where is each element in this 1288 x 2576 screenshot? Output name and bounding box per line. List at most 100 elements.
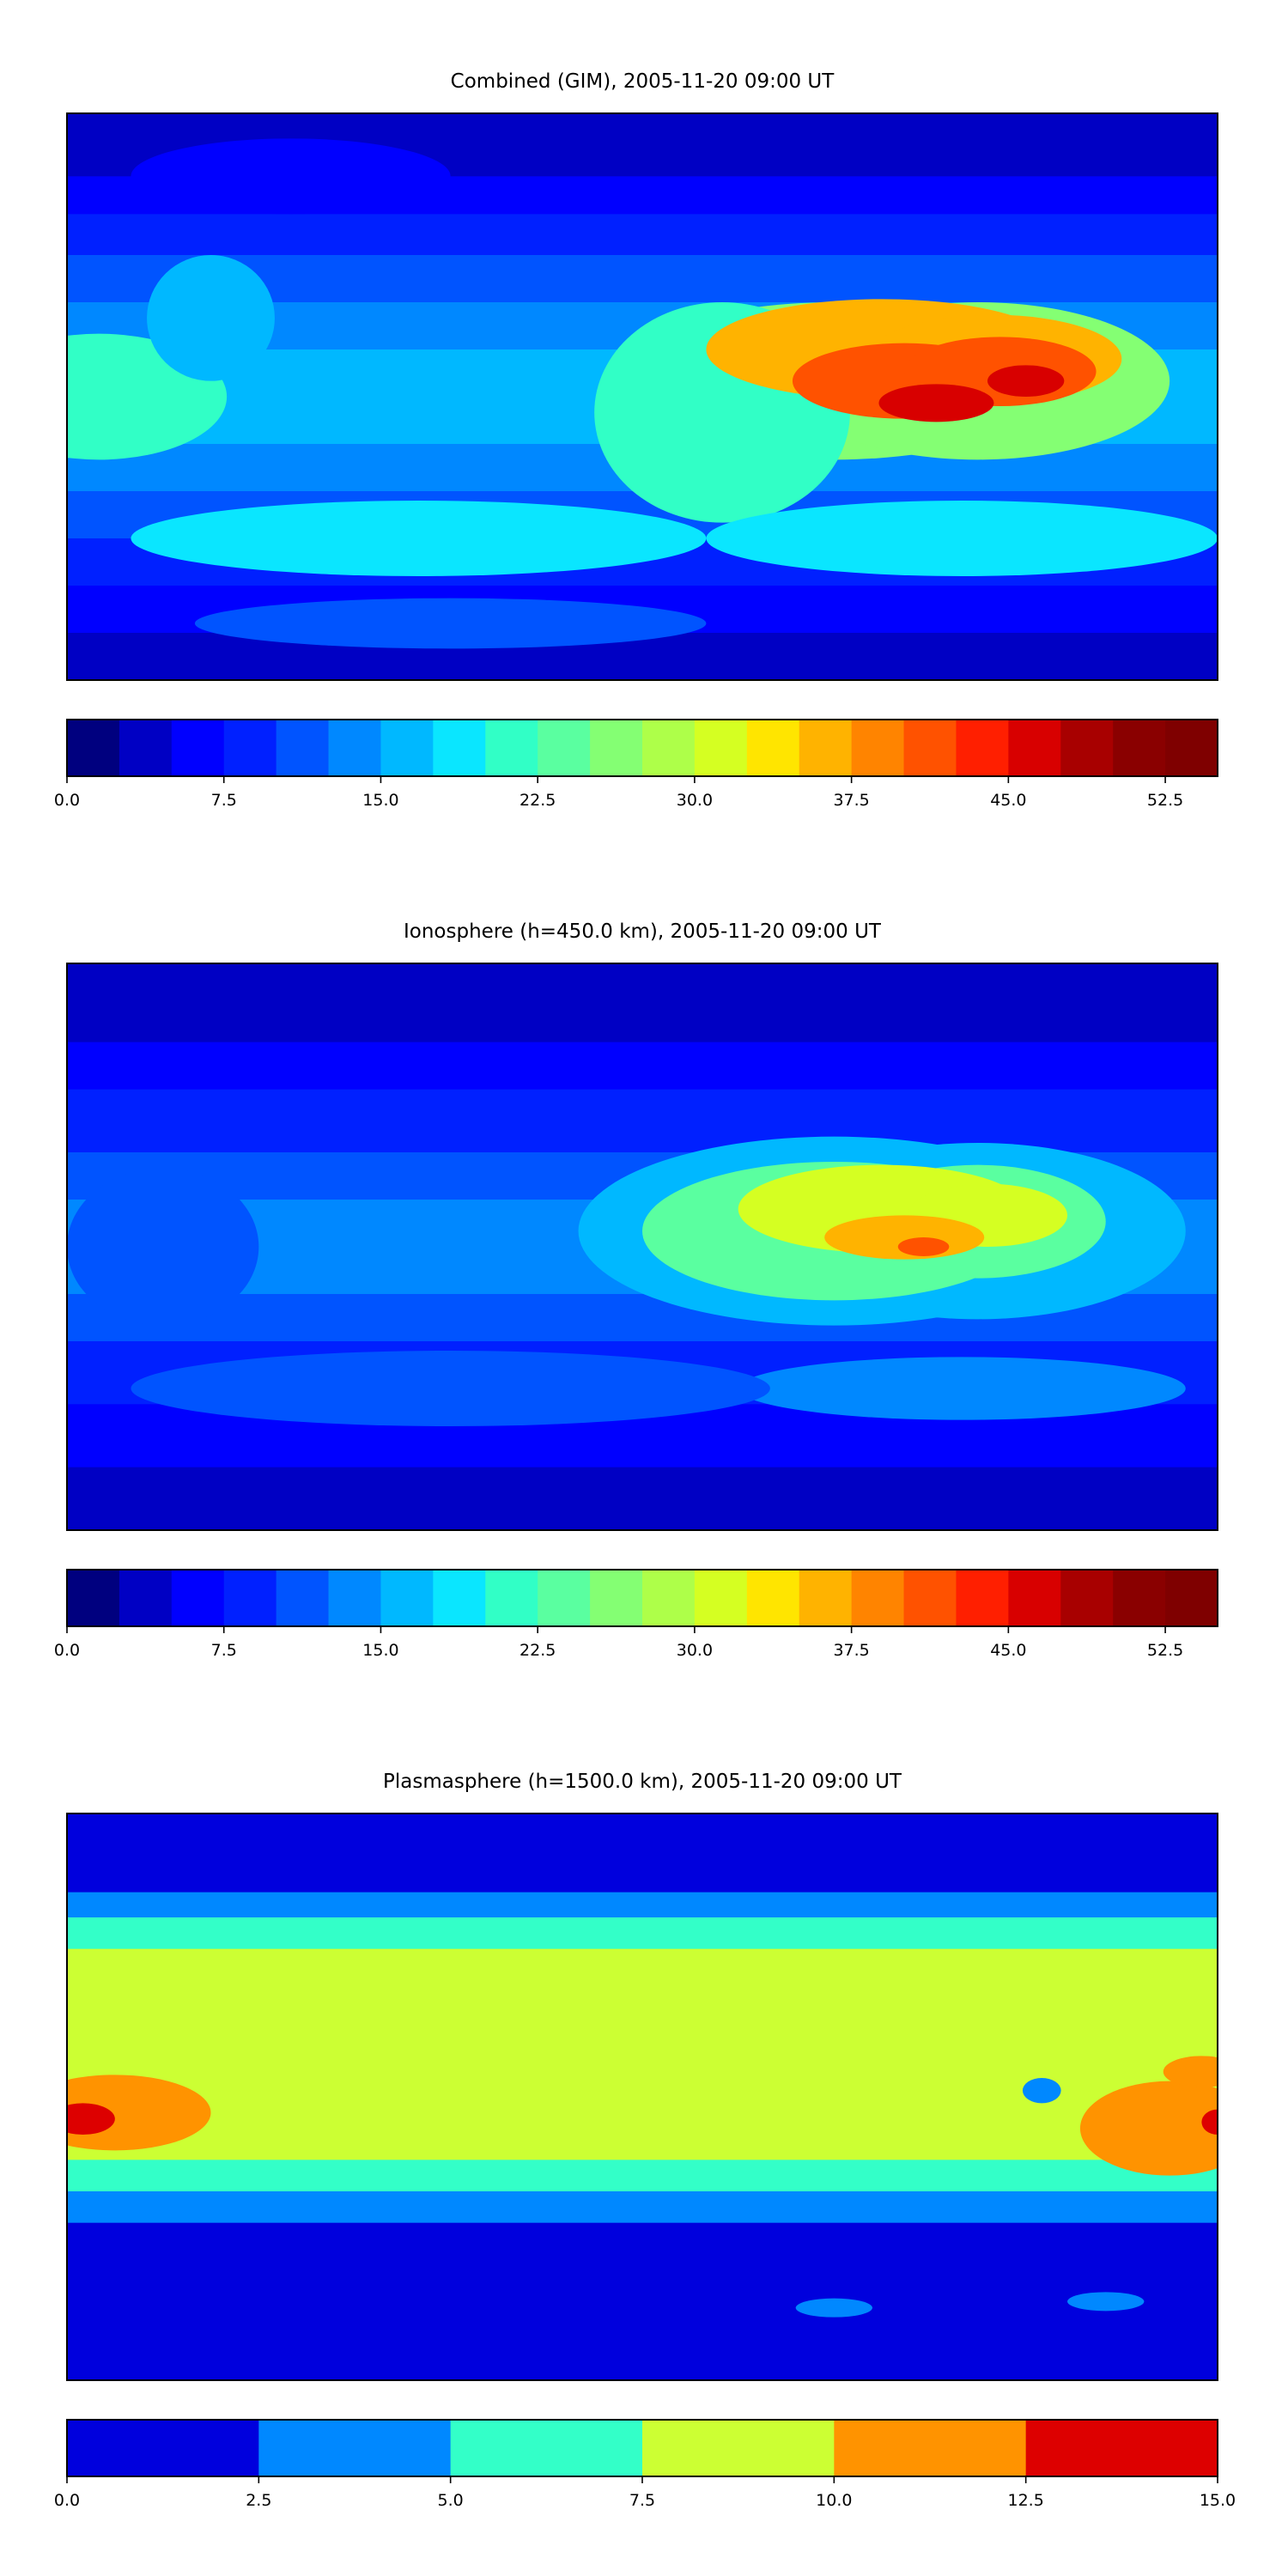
colorbar-segment — [67, 1570, 120, 1626]
colorbar-tick-label: 37.5 — [833, 1641, 869, 1660]
colorbar-tick-label: 15.0 — [1200, 2491, 1236, 2510]
colorbar-tick-label: 7.5 — [211, 791, 237, 810]
colorbar-ionosphere — [67, 1570, 1218, 1626]
colorbar-segment — [450, 2420, 643, 2476]
colorbar-segment — [328, 720, 381, 776]
colorbar-plasmasphere — [67, 2420, 1218, 2476]
colorbar-segment — [485, 720, 538, 776]
colorbar-tick-label: 15.0 — [362, 791, 398, 810]
colorbar-segment — [851, 720, 905, 776]
colorbar-segment — [1008, 720, 1061, 776]
colorbar-segment — [642, 1570, 696, 1626]
contour-region — [897, 1237, 950, 1256]
colorbar-tick-label: 7.5 — [211, 1641, 237, 1660]
map-ionosphere — [67, 963, 1218, 1530]
colorbar-segment — [799, 720, 853, 776]
contour-band — [67, 1042, 1218, 1091]
colorbar-combined — [67, 720, 1218, 776]
colorbar-tick-label: 52.5 — [1147, 1641, 1183, 1660]
contour-region — [795, 2298, 872, 2318]
contour-band — [67, 214, 1218, 256]
colorbar-ticks-combined: 0.0 7.5 15.0 22.5 30.0 37.5 45.0 52.5 — [54, 776, 1183, 810]
colorbar-segment — [1113, 720, 1166, 776]
contour-region — [131, 1351, 770, 1426]
colorbar-segment — [223, 1570, 277, 1626]
colorbar-segment — [1025, 2420, 1218, 2476]
contour-band — [67, 1892, 1218, 1918]
colorbar-segment — [903, 1570, 957, 1626]
colorbar-segment — [328, 1570, 381, 1626]
colorbar-segment — [485, 1570, 538, 1626]
map-frame-ionosphere — [66, 963, 1218, 1531]
colorbar-segment — [746, 720, 800, 776]
colorbar-segment — [1060, 720, 1114, 776]
colorbar-tick-label: 0.0 — [54, 1641, 80, 1660]
colorbar-tick-label: 22.5 — [519, 1641, 556, 1660]
colorbar-segment — [1113, 1570, 1166, 1626]
contour-region — [67, 1168, 259, 1326]
contour-region — [987, 365, 1065, 397]
contour-band — [67, 1917, 1218, 1950]
colorbar-segment — [642, 2420, 835, 2476]
colorbar-segment — [956, 720, 1009, 776]
map-frame-plasmasphere — [66, 1813, 1218, 2381]
contour-region — [1079, 2081, 1218, 2176]
contour-region — [67, 2075, 211, 2151]
colorbar-tick-label: 45.0 — [990, 791, 1026, 810]
colorbar-segment — [223, 720, 277, 776]
colorbar-segment — [433, 1570, 486, 1626]
colorbar-segment — [590, 1570, 643, 1626]
colorbar-segment — [276, 720, 330, 776]
contour-band — [67, 2222, 1218, 2380]
chart-title-plasmasphere: Plasmasphere (h=1500.0 km), 2005-11-20 0… — [383, 1771, 902, 1793]
panel-plasmasphere: Plasmasphere (h=1500.0 km), 2005-11-20 0… — [54, 1771, 1236, 2510]
contour-band — [67, 1089, 1218, 1153]
colorbar-tick-label: 0.0 — [54, 2491, 80, 2510]
colorbar-tick-label: 10.0 — [816, 2491, 852, 2510]
colorbar-segment — [171, 720, 225, 776]
colorbar-segment — [694, 720, 748, 776]
map-combined — [67, 113, 1218, 680]
colorbar-tick-label: 15.0 — [362, 1641, 398, 1660]
chart-title-combined: Combined (GIM), 2005-11-20 09:00 UT — [451, 70, 835, 93]
chart-title-ionosphere: Ionosphere (h=450.0 km), 2005-11-20 09:0… — [404, 920, 882, 943]
panel-ionosphere: Ionosphere (h=450.0 km), 2005-11-20 09:0… — [54, 920, 1218, 1660]
colorbar-segment — [956, 1570, 1009, 1626]
colorbar-segment — [590, 720, 643, 776]
contour-region — [706, 501, 1218, 576]
contour-band — [67, 1948, 1218, 2160]
colorbar-frame-ionosphere — [66, 1569, 1218, 1627]
colorbar-segment — [746, 1570, 800, 1626]
colorbar-tick-label: 30.0 — [677, 791, 713, 810]
colorbar-segment — [171, 1570, 225, 1626]
contour-band — [67, 2160, 1218, 2192]
contour-region — [1163, 2056, 1218, 2087]
colorbar-ticks-plasmasphere: 0.0 2.5 5.0 7.5 10.0 12.5 15.0 — [54, 2476, 1236, 2510]
colorbar-tick-label: 5.0 — [438, 2491, 464, 2510]
map-frame-combined — [66, 112, 1218, 681]
contour-region — [1067, 2292, 1145, 2312]
colorbar-segment — [1060, 1570, 1114, 1626]
colorbar-segment — [694, 1570, 748, 1626]
colorbar-segment — [118, 720, 173, 776]
colorbar-segment — [380, 1570, 434, 1626]
colorbar-segment — [642, 720, 696, 776]
colorbar-segment — [538, 1570, 591, 1626]
colorbar-tick-label: 2.5 — [246, 2491, 271, 2510]
colorbar-segment — [903, 720, 957, 776]
colorbar-ticks-ionosphere: 0.0 7.5 15.0 22.5 30.0 37.5 45.0 52.5 — [54, 1626, 1183, 1660]
colorbar-segment — [67, 720, 120, 776]
colorbar-segment — [1165, 720, 1218, 776]
colorbar-tick-label: 0.0 — [54, 791, 80, 810]
colorbar-segment — [380, 720, 434, 776]
contour-band — [67, 2191, 1218, 2224]
contour-band — [67, 1467, 1218, 1530]
colorbar-segment — [1008, 1570, 1061, 1626]
contour-region — [67, 2103, 115, 2135]
contour-band — [67, 963, 1218, 1043]
contour-region — [738, 1357, 1186, 1420]
contour-band — [67, 1814, 1218, 1893]
colorbar-segment — [1165, 1570, 1218, 1626]
colorbar-segment — [538, 720, 591, 776]
